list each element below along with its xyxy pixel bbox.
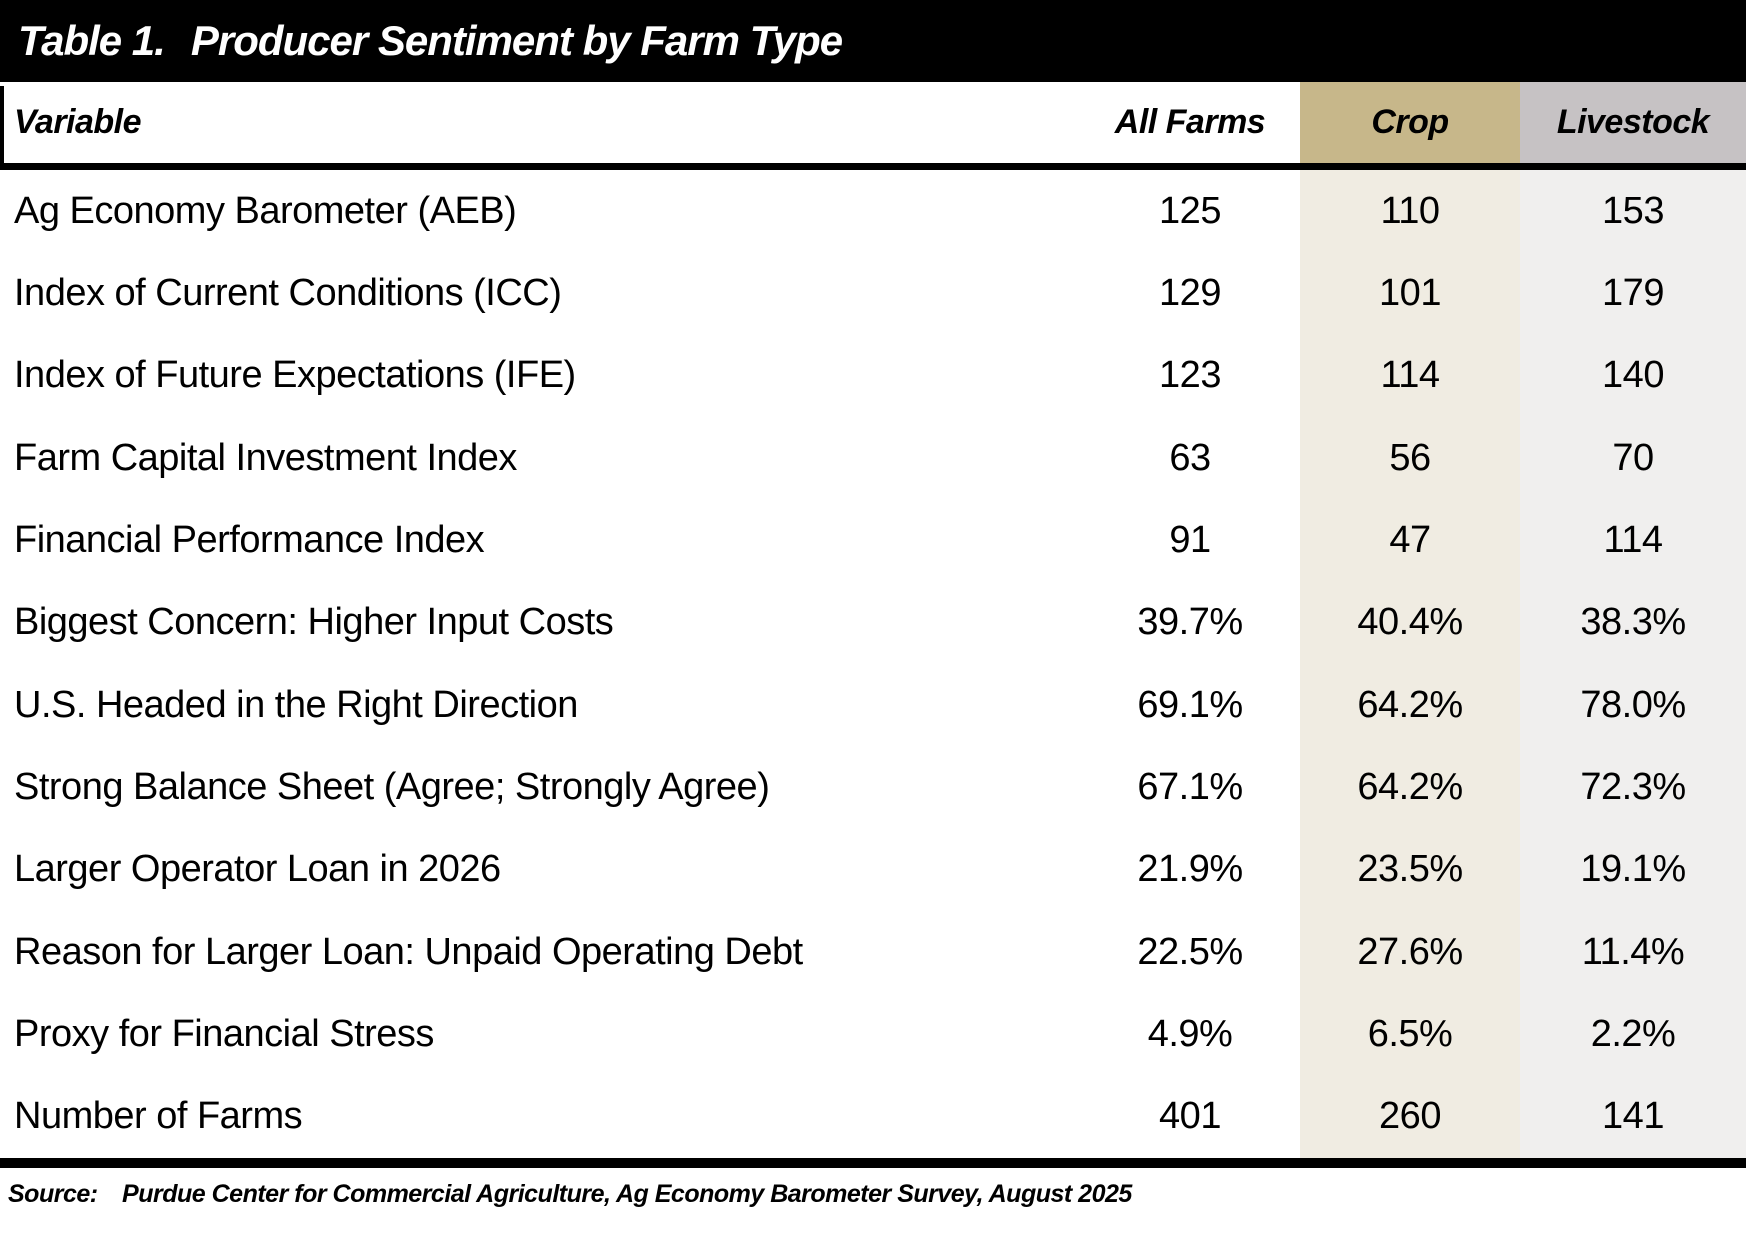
cell-livestock: 140	[1520, 334, 1746, 417]
table-title-bar: Table 1. Producer Sentiment by Farm Type	[0, 0, 1746, 82]
cell-crop: 6.5%	[1300, 993, 1520, 1076]
cell-livestock: 72.3%	[1520, 746, 1746, 829]
table-row: Biggest Concern: Higher Input Costs 39.7…	[0, 581, 1746, 664]
cell-crop: 114	[1300, 334, 1520, 417]
row-label: Farm Capital Investment Index	[14, 436, 517, 479]
header-left-border	[0, 86, 4, 164]
cell-all-farms: 69.1%	[1137, 683, 1243, 726]
table-row: Number of Farms 401 260 141	[0, 1075, 1746, 1158]
cell-all-farms: 22.5%	[1137, 930, 1243, 973]
cell-crop: 64.2%	[1300, 746, 1520, 829]
table-row: Reason for Larger Loan: Unpaid Operating…	[0, 911, 1746, 994]
header-divider-rule	[0, 163, 1746, 170]
table-row: Strong Balance Sheet (Agree; Strongly Ag…	[0, 746, 1746, 829]
cell-livestock: 19.1%	[1520, 828, 1746, 911]
cell-livestock: 153	[1520, 170, 1746, 253]
cell-crop: 27.6%	[1300, 911, 1520, 994]
cell-livestock: 114	[1520, 499, 1746, 582]
row-label: U.S. Headed in the Right Direction	[14, 683, 578, 726]
row-label: Index of Current Conditions (ICC)	[14, 271, 562, 314]
cell-all-farms: 125	[1159, 189, 1221, 232]
row-label: Index of Future Expectations (IFE)	[14, 354, 576, 397]
cell-crop: 23.5%	[1300, 828, 1520, 911]
bottom-rule	[0, 1158, 1746, 1168]
table-row: Farm Capital Investment Index 63 56 70	[0, 417, 1746, 500]
cell-livestock: 78.0%	[1520, 664, 1746, 747]
row-label: Larger Operator Loan in 2026	[14, 848, 501, 891]
cell-crop: 64.2%	[1300, 664, 1520, 747]
cell-crop: 56	[1300, 417, 1520, 500]
cell-crop: 260	[1300, 1075, 1520, 1158]
row-label: Ag Economy Barometer (AEB)	[14, 189, 517, 232]
cell-all-farms: 39.7%	[1137, 601, 1243, 644]
column-header-row: Variable All Farms Crop Livestock	[0, 82, 1746, 163]
source-label: Source:	[8, 1180, 98, 1208]
table-number: Table 1.	[18, 17, 166, 64]
cell-all-farms: 129	[1159, 271, 1221, 314]
cell-all-farms: 4.9%	[1147, 1012, 1233, 1055]
table-body: Ag Economy Barometer (AEB) 125 110 153 I…	[0, 170, 1746, 1158]
table-row: Larger Operator Loan in 2026 21.9% 23.5%…	[0, 828, 1746, 911]
column-header-variable: Variable	[14, 103, 142, 141]
cell-all-farms: 123	[1159, 354, 1221, 397]
table-title: Producer Sentiment by Farm Type	[190, 17, 843, 64]
row-label: Number of Farms	[14, 1095, 303, 1138]
table-row: Ag Economy Barometer (AEB) 125 110 153	[0, 170, 1746, 253]
table-row: Index of Current Conditions (ICC) 129 10…	[0, 252, 1746, 335]
row-label: Strong Balance Sheet (Agree; Strongly Ag…	[14, 765, 770, 808]
column-header-all-farms: All Farms	[1114, 103, 1266, 141]
cell-crop: 101	[1300, 252, 1520, 335]
cell-livestock: 38.3%	[1520, 581, 1746, 664]
cell-crop: 110	[1300, 170, 1520, 253]
cell-livestock: 2.2%	[1520, 993, 1746, 1076]
row-label: Biggest Concern: Higher Input Costs	[14, 601, 614, 644]
table-row: Financial Performance Index 91 47 114	[0, 499, 1746, 582]
row-label: Reason for Larger Loan: Unpaid Operating…	[14, 930, 803, 973]
cell-crop: 47	[1300, 499, 1520, 582]
cell-all-farms: 67.1%	[1137, 765, 1243, 808]
cell-crop: 40.4%	[1300, 581, 1520, 664]
source-line: Source: Purdue Center for Commercial Agr…	[0, 1180, 1746, 1209]
table-row: Index of Future Expectations (IFE) 123 1…	[0, 334, 1746, 417]
cell-livestock: 141	[1520, 1075, 1746, 1158]
cell-livestock: 179	[1520, 252, 1746, 335]
cell-all-farms: 91	[1169, 518, 1211, 561]
column-header-livestock: Livestock	[1520, 82, 1746, 163]
row-label: Financial Performance Index	[14, 518, 485, 561]
table-row: Proxy for Financial Stress 4.9% 6.5% 2.2…	[0, 993, 1746, 1076]
cell-all-farms: 63	[1169, 436, 1211, 479]
cell-all-farms: 21.9%	[1137, 848, 1243, 891]
cell-livestock: 70	[1520, 417, 1746, 500]
column-header-crop: Crop	[1300, 82, 1520, 163]
cell-all-farms: 401	[1159, 1095, 1221, 1138]
row-label: Proxy for Financial Stress	[14, 1012, 434, 1055]
cell-livestock: 11.4%	[1520, 911, 1746, 994]
source-text: Purdue Center for Commercial Agriculture…	[122, 1180, 1132, 1208]
table-row: U.S. Headed in the Right Direction 69.1%…	[0, 664, 1746, 747]
